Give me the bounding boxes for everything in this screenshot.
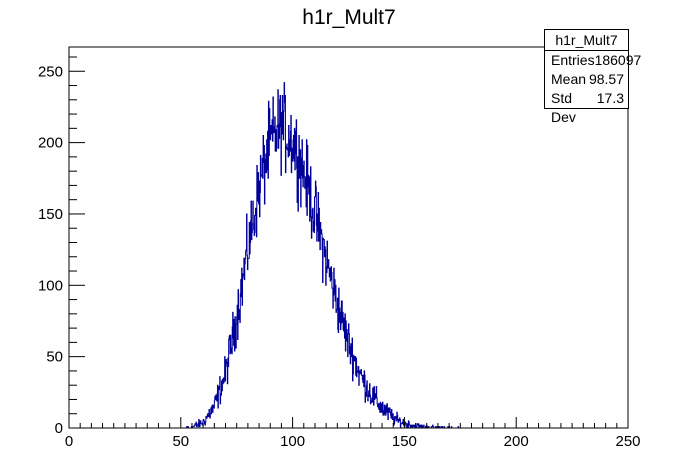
stats-label: Mean: [551, 71, 587, 87]
y-tick-label: 0: [55, 420, 63, 437]
y-tick-label: 250: [38, 63, 63, 80]
y-tick-label: 200: [38, 135, 63, 152]
stats-row-stddev: Std Dev 17.3: [545, 89, 628, 125]
stats-value: 17.3: [596, 90, 624, 106]
x-tick-label: 200: [504, 433, 529, 450]
y-tick-label: 150: [38, 206, 63, 223]
x-axis: 0 50 100 150 200 250: [65, 417, 641, 450]
x-tick-label: 100: [280, 433, 305, 450]
stats-row-entries: Entries 186097: [545, 51, 641, 70]
stats-box-title: h1r_Mult7: [545, 30, 628, 51]
stats-label: Std Dev: [551, 90, 576, 125]
stats-value: 186097: [594, 52, 642, 68]
chart-title: h1r_Mult7: [302, 6, 396, 29]
x-tick-label: 150: [392, 433, 417, 450]
x-tick-label: 50: [172, 433, 189, 450]
x-tick-label: 250: [615, 433, 640, 450]
y-tick-label: 50: [46, 349, 63, 366]
x-tick-label: 0: [65, 433, 73, 450]
histogram-outline: [69, 82, 628, 429]
stats-value: 98.57: [588, 71, 624, 87]
stats-box: h1r_Mult7 Entries 186097 Mean 98.57 Std …: [544, 29, 641, 125]
stats-row-mean: Mean 98.57: [545, 70, 628, 89]
y-tick-label: 100: [38, 277, 63, 294]
y-axis: 0 50 100 150 200 250: [38, 56, 85, 437]
histogram-series: [69, 82, 628, 429]
stats-label: Entries: [551, 52, 595, 68]
